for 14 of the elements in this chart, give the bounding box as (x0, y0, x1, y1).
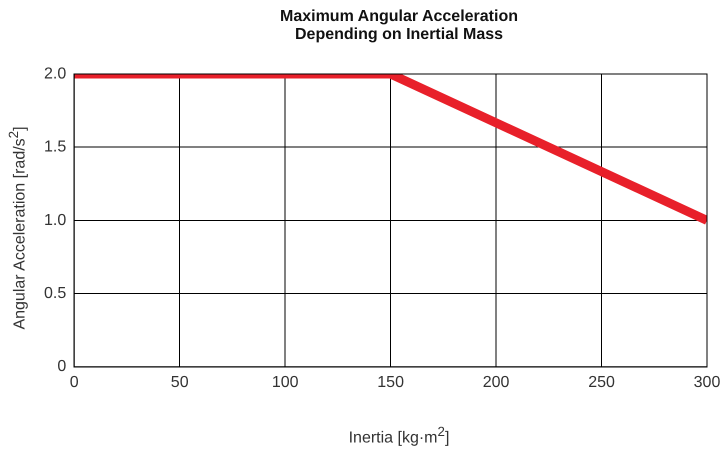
y-tick-label: 1.0 (44, 212, 66, 229)
x-tick-label: 300 (694, 374, 720, 391)
y-tick-label: 0.5 (44, 285, 66, 302)
x-tick-label: 0 (70, 374, 79, 391)
x-tick-label: 200 (482, 374, 510, 391)
x-tick-label: 250 (588, 374, 615, 391)
y-tick-label: 1.5 (44, 138, 66, 156)
x-axis-title: Inertia [kg·m$^{2}$] (348, 424, 450, 448)
x-tick-label: 100 (272, 374, 299, 391)
chart-title: Maximum Angular Acceleration Depending on Inertial Mass (279, 8, 519, 44)
y-tick-label: 2.0 (44, 65, 66, 82)
x-tick-label: 50 (170, 374, 189, 391)
x-tick-label: 150 (377, 374, 404, 391)
y-tick-label: 0 (57, 358, 66, 376)
